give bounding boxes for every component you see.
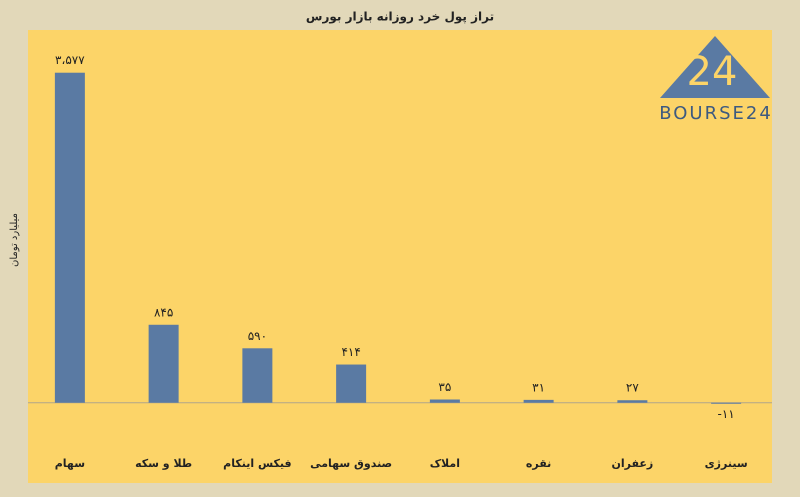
value-label: ۳،۵۷۷ — [55, 53, 85, 67]
value-label: ۲۷ — [626, 381, 639, 395]
logo-mark: 24 — [687, 49, 738, 95]
chart-title: تراز پول خرد روزانه بازار بورس — [306, 10, 494, 25]
x-tick-label: زعفران — [611, 457, 653, 470]
logo-text: BOURSE24 — [659, 103, 773, 124]
bar — [711, 402, 742, 404]
y-axis-label: میلیارد تومان — [9, 213, 20, 267]
bar — [617, 400, 648, 403]
bar — [54, 72, 85, 403]
x-tick-label: طلا و سکه — [135, 457, 192, 470]
logo-triangle — [660, 36, 770, 98]
x-tick-label: نقره — [526, 457, 551, 470]
value-label: ۴۱۴ — [341, 345, 360, 359]
plot-area — [28, 30, 772, 483]
x-tick-label: صندوق سهامی — [310, 457, 392, 470]
x-tick-label: سهام — [55, 457, 85, 470]
bar — [242, 348, 273, 403]
x-tick-label: سینرژی — [705, 457, 748, 470]
value-label: ۳۵ — [438, 380, 451, 394]
value-label: ۸۴۵ — [154, 305, 173, 319]
x-tick-label: املاک — [430, 457, 460, 470]
x-tick-label: فیکس اینکام — [223, 457, 291, 470]
logo: 24 BOURSE24 — [659, 36, 773, 124]
bar — [148, 324, 179, 403]
value-label: -۱۱ — [718, 407, 735, 421]
value-label: ۳۱ — [532, 380, 545, 394]
value-label: ۵۹۰ — [248, 329, 267, 343]
bar — [523, 399, 554, 403]
bar — [429, 399, 460, 403]
bar — [336, 364, 367, 403]
